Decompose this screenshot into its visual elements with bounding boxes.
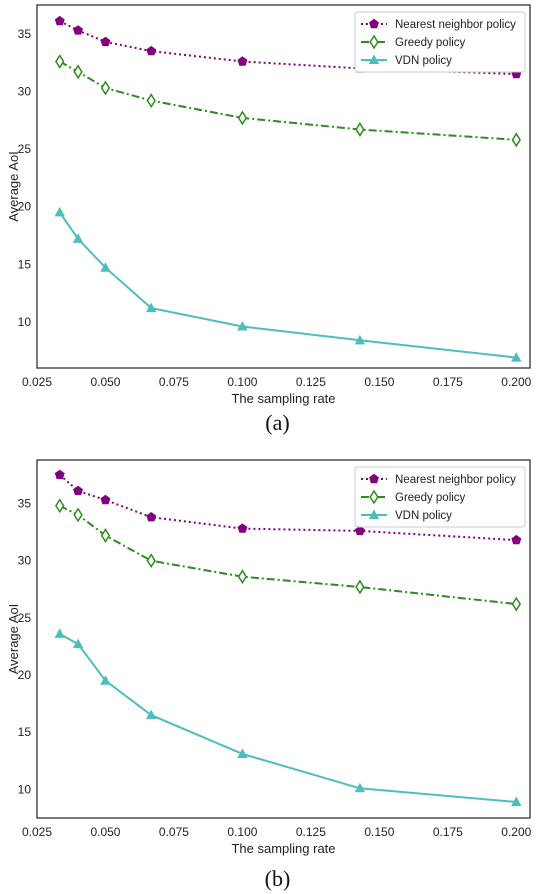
data-point <box>100 494 111 505</box>
data-point <box>73 485 83 496</box>
data-point <box>237 569 248 585</box>
data-point <box>72 233 84 243</box>
legend-label: Greedy policy <box>395 492 466 504</box>
y-tick-label: 10 <box>18 782 32 796</box>
data-point <box>146 553 156 569</box>
data-point <box>511 132 521 148</box>
legend-marker <box>368 509 380 519</box>
data-point <box>54 206 65 217</box>
data-point <box>146 512 157 522</box>
data-point <box>146 45 157 56</box>
legend-marker <box>369 473 379 484</box>
legend-label: VDN policy <box>395 510 452 522</box>
x-tick-label: 0.150 <box>364 825 394 839</box>
data-point <box>72 638 84 649</box>
series-greedy-policy <box>55 54 521 148</box>
x-tick-label: 0.175 <box>433 825 463 839</box>
data-point <box>511 352 522 362</box>
data-point <box>354 782 366 793</box>
x-tick-label: 0.075 <box>159 375 189 389</box>
data-point <box>100 675 111 685</box>
legend: Nearest neighbor policy Greedy policy VDN … <box>354 11 526 73</box>
data-point <box>146 709 157 720</box>
data-point <box>54 469 65 480</box>
data-point <box>55 54 65 69</box>
x-axis-label: The sampling rate <box>231 391 335 406</box>
y-tick-label: 15 <box>18 257 32 271</box>
x-tick-label: 0.075 <box>159 825 189 839</box>
legend-marker <box>369 489 379 505</box>
y-tick-label: 25 <box>18 611 32 625</box>
legend-box <box>354 11 526 73</box>
subfigure-caption: (b) <box>265 866 291 891</box>
legend-marker <box>368 54 380 64</box>
data-point <box>55 498 65 514</box>
y-axis-label: Average AoI <box>6 604 21 675</box>
data-point <box>511 534 522 545</box>
data-point <box>355 525 365 536</box>
x-tick-label: 0.025 <box>22 375 52 389</box>
legend-label: VDN policy <box>395 55 452 67</box>
y-tick-label: 10 <box>18 315 32 329</box>
data-point <box>237 56 248 66</box>
data-point <box>237 523 248 533</box>
series-greedy-policy <box>55 498 521 612</box>
data-point <box>100 80 111 96</box>
legend-label: Nearest neighbor policy <box>395 19 516 31</box>
legend-box <box>354 466 526 528</box>
x-tick-label: 0.125 <box>296 825 326 839</box>
y-tick-label: 15 <box>18 725 32 739</box>
data-point <box>355 122 365 137</box>
data-point <box>73 25 83 35</box>
y-tick-label: 30 <box>18 554 32 568</box>
data-point <box>354 334 366 345</box>
y-tick-label: 35 <box>18 27 32 41</box>
data-point <box>237 321 248 331</box>
data-point <box>54 628 65 638</box>
x-tick-label: 0.200 <box>501 375 531 389</box>
chart-b: 0.025 0.050 0.075 0.100 0.125 0.150 0.175 0.200… <box>6 459 532 891</box>
y-axis-label: Average AoI <box>6 151 21 222</box>
data-point <box>146 302 157 313</box>
x-tick-label: 0.100 <box>227 375 257 389</box>
data-point <box>54 15 65 26</box>
data-point <box>73 507 83 523</box>
data-point <box>100 528 111 543</box>
series-nearest-neighbor-policy <box>54 469 522 545</box>
legend-marker <box>369 18 379 29</box>
data-point <box>511 596 521 612</box>
legend: Nearest neighbor policy Greedy policy VDN … <box>354 466 526 528</box>
x-axis-label: The sampling rate <box>231 841 335 856</box>
x-tick-label: 0.050 <box>90 375 120 389</box>
data-point <box>237 748 248 758</box>
y-tick-label: 20 <box>18 668 32 682</box>
x-tick-label: 0.100 <box>227 825 257 839</box>
data-point <box>73 64 83 80</box>
data-point <box>511 796 522 806</box>
data-point <box>146 93 156 109</box>
y-tick-label: 20 <box>18 200 32 214</box>
chart-a: 0.025 0.050 0.075 0.100 0.125 0.150 0.175 0.200… <box>6 4 532 435</box>
x-tick-label: 0.200 <box>501 825 531 839</box>
subfigure-caption: (a) <box>265 410 289 435</box>
series-vdn-policy <box>54 628 522 806</box>
legend-label: Greedy policy <box>395 37 466 49</box>
data-point <box>100 262 111 272</box>
y-tick-label: 30 <box>18 84 32 98</box>
x-tick-label: 0.175 <box>433 375 463 389</box>
x-tick-label: 0.050 <box>90 825 120 839</box>
legend-marker <box>369 34 379 50</box>
y-tick-label: 25 <box>18 142 32 156</box>
y-tick-label: 35 <box>18 496 32 510</box>
x-tick-label: 0.025 <box>22 825 52 839</box>
data-point <box>100 36 111 47</box>
legend-label: Nearest neighbor policy <box>395 474 516 486</box>
x-tick-label: 0.150 <box>364 375 394 389</box>
data-point <box>355 579 365 595</box>
x-tick-label: 0.125 <box>296 375 326 389</box>
data-point <box>237 110 248 126</box>
series-vdn-policy <box>54 206 522 362</box>
